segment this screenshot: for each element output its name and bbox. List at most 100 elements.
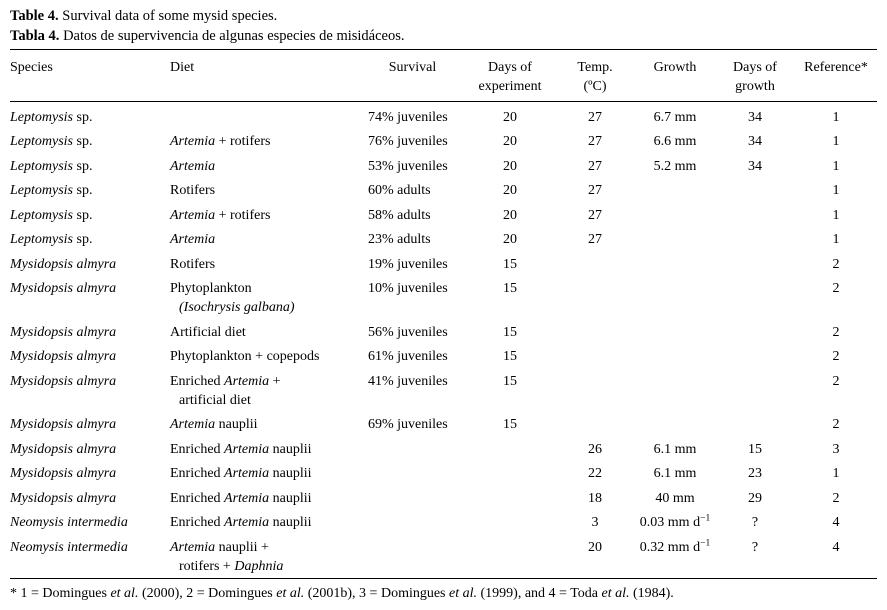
column-header-temperature: Temp. (ºC) (555, 50, 635, 102)
cell-growth (635, 225, 715, 250)
cell-days-experiment: 20 (503, 183, 517, 198)
column-header-days-growth: Days of growth (715, 50, 795, 102)
cell-days-experiment: 15 (503, 373, 517, 389)
cell-diet: Artemia (170, 232, 216, 247)
cell-survival: 61% juveniles (368, 349, 448, 364)
table-header: Species Diet Survival Days of experiment Temp… (10, 50, 877, 102)
cell-species: Neomysis intermedia (10, 515, 128, 530)
cell-species: Leptomysis sp. (10, 158, 93, 174)
cell-diet: Artificial diet (170, 324, 246, 340)
cell-survival (360, 434, 465, 459)
cell-days-growth (715, 176, 795, 201)
cell-growth (635, 176, 715, 201)
table-header-row: Species Diet Survival Days of experiment Temp… (10, 50, 877, 102)
cell-days-growth (715, 249, 795, 274)
cell-diet: Enriched Artemia nauplii (170, 515, 312, 530)
cell-species: Mysidopsis almyra (10, 281, 117, 296)
cell-temperature (555, 366, 635, 410)
column-header-diet: Diet (170, 50, 360, 102)
cell-growth: 0.03 mm d−1 (639, 513, 711, 530)
cell-survival: 19% juveniles (368, 256, 448, 272)
cell-diet: Rotifers (170, 183, 216, 198)
table-row: Neomysis intermedia Artemia nauplii + roti… (10, 532, 877, 576)
cell-days-growth (715, 410, 795, 435)
cell-temperature (555, 317, 635, 342)
column-header-days-experiment: Days of experiment (465, 50, 555, 102)
cell-days-experiment: 20 (503, 207, 517, 223)
table-row: Mysidopsis almyra Enriched Artemia naupli… (10, 483, 877, 508)
cell-species: Mysidopsis almyra (10, 466, 117, 481)
column-header-growth: Growth (635, 50, 715, 102)
cell-days-growth: 34 (748, 134, 762, 149)
cell-growth (635, 342, 715, 367)
table-row: Leptomysis sp. Artemia 53% juveniles 20 27 5.… (10, 151, 877, 176)
cell-temperature (555, 410, 635, 435)
cell-days-growth (715, 200, 795, 225)
cell-survival: 10% juveniles (368, 281, 448, 296)
cell-diet: Enriched Artemia nauplii (170, 441, 312, 457)
table-row: Mysidopsis almyra Artificial diet 56% juve… (10, 317, 877, 342)
cell-diet: Enriched Artemia nauplii (170, 490, 312, 506)
cell-survival (360, 459, 465, 484)
cell-growth (635, 274, 715, 318)
caption-english: Table 4. Survival data of some mysid spe… (10, 6, 877, 26)
cell-days-growth (715, 225, 795, 250)
table-row: Mysidopsis almyra Rotifers 19% juveniles 15… (10, 249, 877, 274)
cell-days-experiment: 15 (503, 349, 517, 364)
cell-days-experiment (465, 459, 555, 484)
table-row: Leptomysis sp. 74% juveniles 20 27 6.7 mm 34 1 (10, 102, 877, 127)
cell-species: Neomysis intermedia (10, 539, 128, 555)
cell-temperature: 20 (588, 539, 602, 555)
table-row: Mysidopsis almyra Enriched Artemia naupli… (10, 459, 877, 484)
table-row: Mysidopsis almyra Phytoplankton (Isochrysi… (10, 274, 877, 318)
cell-growth (635, 249, 715, 274)
cell-days-experiment: 15 (503, 256, 517, 272)
cell-growth (635, 317, 715, 342)
table-row: Leptomysis sp. Rotifers 60% adults 20 27 1 (10, 176, 877, 201)
cell-species: Leptomysis sp. (10, 109, 93, 125)
cell-days-growth: 34 (748, 158, 762, 174)
cell-reference: 4 (832, 515, 840, 530)
table-footnote: * 1 = Domingues et al. (2000), 2 = Domin… (10, 577, 877, 603)
table-captions: Table 4. Survival data of some mysid spe… (10, 6, 877, 46)
cell-temperature: 27 (588, 158, 602, 174)
cell-days-growth: 29 (748, 490, 762, 506)
table-row: Mysidopsis almyra Enriched Artemia naupli… (10, 434, 877, 459)
cell-days-experiment (465, 483, 555, 508)
cell-days-growth: 23 (748, 466, 762, 481)
cell-days-experiment: 15 (503, 417, 517, 432)
table-row: Mysidopsis almyra Artemia nauplii 69% juve… (10, 410, 877, 435)
cell-days-experiment: 15 (503, 324, 517, 340)
cell-species: Leptomysis sp. (10, 134, 93, 149)
cell-temperature: 27 (588, 183, 602, 198)
cell-temperature: 22 (588, 466, 602, 481)
cell-days-experiment: 15 (503, 281, 517, 296)
cell-diet: Artemia + rotifers (170, 134, 271, 149)
cell-days-growth (715, 342, 795, 367)
cell-growth: 6.6 mm (653, 134, 697, 149)
cell-reference: 2 (832, 349, 840, 364)
cell-species: Mysidopsis almyra (10, 373, 117, 389)
cell-days-growth (715, 366, 795, 410)
cell-survival: 69% juveniles (368, 417, 448, 432)
cell-diet: Artemia + rotifers (170, 207, 271, 223)
cell-days-experiment: 20 (503, 134, 517, 149)
cell-species: Mysidopsis almyra (10, 417, 117, 432)
cell-days-experiment: 20 (503, 109, 517, 125)
cell-temperature: 26 (588, 441, 602, 457)
cell-reference: 1 (832, 109, 840, 125)
cell-survival: 56% juveniles (368, 324, 448, 340)
cell-growth: 0.32 mm d−1 (639, 537, 711, 555)
caption-spanish: Tabla 4. Datos de supervivencia de algun… (10, 26, 877, 46)
table-row: Mysidopsis almyra Phytoplankton + copepod… (10, 342, 877, 367)
cell-species: Mysidopsis almyra (10, 490, 117, 506)
caption-english-label: Table 4. (10, 8, 59, 24)
cell-growth: 40 mm (655, 490, 695, 506)
cell-reference: 2 (832, 256, 840, 272)
caption-divider-line (10, 49, 877, 50)
cell-days-experiment (465, 434, 555, 459)
cell-reference: 2 (832, 417, 840, 432)
caption-spanish-text: Datos de supervivencia de algunas especi… (63, 28, 405, 44)
cell-reference: 4 (832, 539, 840, 555)
